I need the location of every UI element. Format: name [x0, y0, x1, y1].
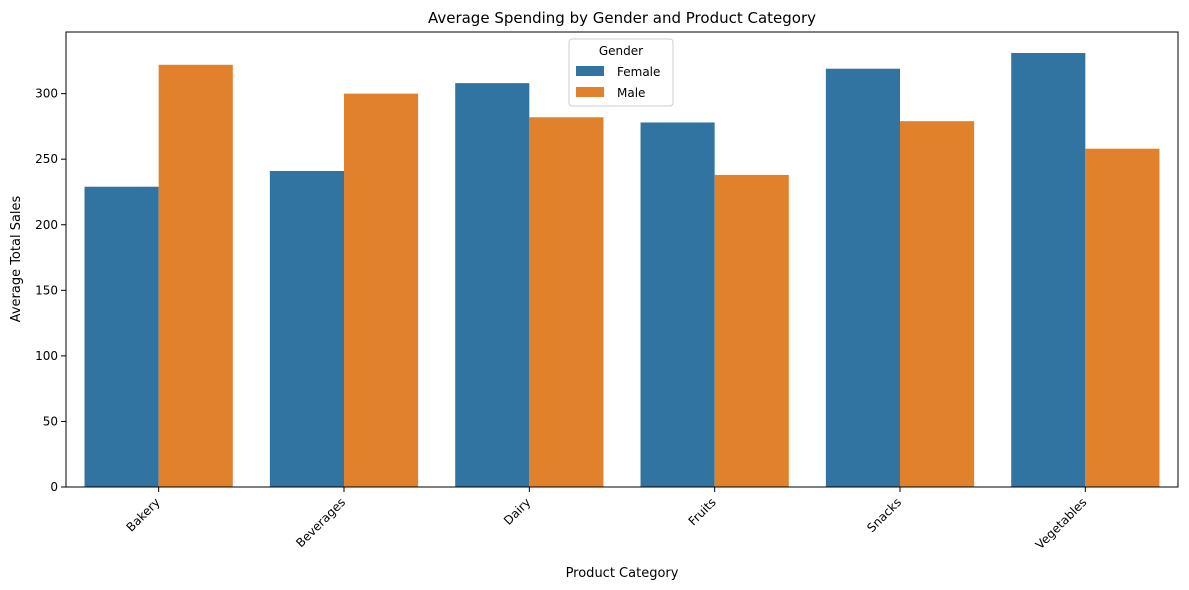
- chart-title: Average Spending by Gender and Product C…: [428, 9, 816, 27]
- x-axis-label: Product Category: [566, 566, 679, 581]
- bar-female-bakery: [84, 186, 159, 488]
- x-tick-label: Vegetables: [1033, 495, 1090, 552]
- x-axis: Bakery Beverages Dairy Fruits Snacks Vegetabl…: [124, 487, 1090, 552]
- y-tick-label: 150: [35, 283, 58, 297]
- legend-label-female: Female: [617, 65, 660, 79]
- legend-title: Gender: [599, 44, 643, 58]
- bar-male-snacks: [900, 121, 975, 487]
- legend-label-male: Male: [617, 86, 645, 100]
- y-axis-label: Average Total Sales: [9, 195, 24, 322]
- y-axis: 0 50 100 150 200 250 300: [35, 87, 66, 494]
- bar-female-beverages: [269, 170, 344, 488]
- legend-swatch-male: [576, 87, 604, 97]
- legend-entries: Female Male: [576, 65, 660, 100]
- bar-male-fruits: [714, 174, 789, 487]
- y-tick-label: 200: [35, 218, 58, 232]
- bar-male-vegetables: [1085, 148, 1160, 487]
- x-tick-label: Fruits: [686, 495, 719, 528]
- y-tick-label: 250: [35, 152, 58, 166]
- bar-female-vegetables: [1011, 52, 1086, 487]
- x-tick-label: Snacks: [864, 495, 904, 535]
- bar-male-bakery: [158, 64, 233, 487]
- y-tick-label: 100: [35, 349, 58, 363]
- bar-female-snacks: [825, 68, 900, 488]
- x-tick-label: Bakery: [124, 495, 163, 534]
- bar-female-dairy: [455, 83, 530, 487]
- bar-male-beverages: [344, 93, 419, 487]
- y-tick-label: 300: [35, 87, 58, 101]
- y-tick-label: 0: [50, 480, 58, 494]
- bars-layer: [84, 52, 1160, 488]
- plot-frame: [65, 31, 1179, 488]
- x-tick-label: Dairy: [501, 495, 534, 528]
- bar-female-fruits: [640, 122, 715, 487]
- y-tick-label: 50: [43, 414, 58, 428]
- bar-male-dairy: [529, 117, 604, 487]
- legend-swatch-female: [576, 66, 604, 76]
- x-tick-label: Beverages: [293, 495, 348, 550]
- legend: Gender Female Male: [568, 38, 674, 107]
